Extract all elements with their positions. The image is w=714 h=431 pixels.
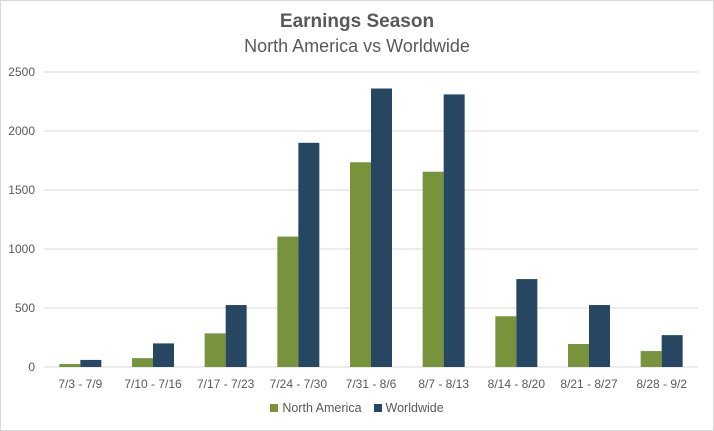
bar-north-america-0 [59,364,81,367]
bar-north-america-3 [277,236,299,367]
bar-north-america-8 [640,351,662,367]
y-tick-label: 0 [28,360,35,374]
x-tick-label: 8/7 - 8/13 [418,377,469,391]
x-tick-label: 7/10 - 7/16 [124,377,182,391]
x-tick-label: 8/28 - 9/2 [636,377,687,391]
legend-swatch-worldwide [373,404,382,412]
y-tick-label: 500 [15,301,35,315]
bar-north-america-2 [204,333,226,367]
chart-title: Earnings Season [279,11,435,32]
x-tick-label: 7/3 - 7/9 [58,377,102,391]
x-tick-label: 7/17 - 7/23 [197,377,255,391]
legend-item-worldwide: Worldwide [373,401,444,415]
y-tick-label: 2000 [8,124,35,138]
y-tick-label: 2500 [8,65,35,79]
bar-worldwide-3 [298,142,320,367]
bar-worldwide-7 [589,305,610,367]
y-tick-label: 1000 [8,242,35,256]
bar-worldwide-2 [225,305,247,367]
legend-item-north-america: North America [270,401,362,415]
legend-label-worldwide: Worldwide [385,401,444,415]
bar-north-america-7 [568,343,589,367]
bar-worldwide-0 [80,359,102,367]
y-tick-label: 1500 [8,183,35,197]
bar-worldwide-6 [516,279,538,367]
bar-north-america-5 [422,171,444,367]
bar-north-america-6 [495,316,517,367]
x-tick-label: 8/14 - 8/20 [488,377,546,391]
bar-worldwide-8 [661,335,683,367]
legend-label-north-america: North America [282,401,362,415]
legend: North America Worldwide [1,401,713,415]
x-tick-label: 8/21 - 8/27 [560,377,618,391]
chart-subtitle: North America vs Worldwide [244,36,470,56]
legend-swatch-north-america [270,404,279,412]
bar-north-america-4 [350,162,371,367]
bar-worldwide-4 [371,88,392,368]
x-tick-label: 7/31 - 8/6 [346,377,397,391]
bar-north-america-1 [132,358,153,367]
bar-worldwide-5 [443,94,465,368]
bar-worldwide-1 [153,343,174,367]
x-tick-label: 7/24 - 7/30 [270,377,328,391]
